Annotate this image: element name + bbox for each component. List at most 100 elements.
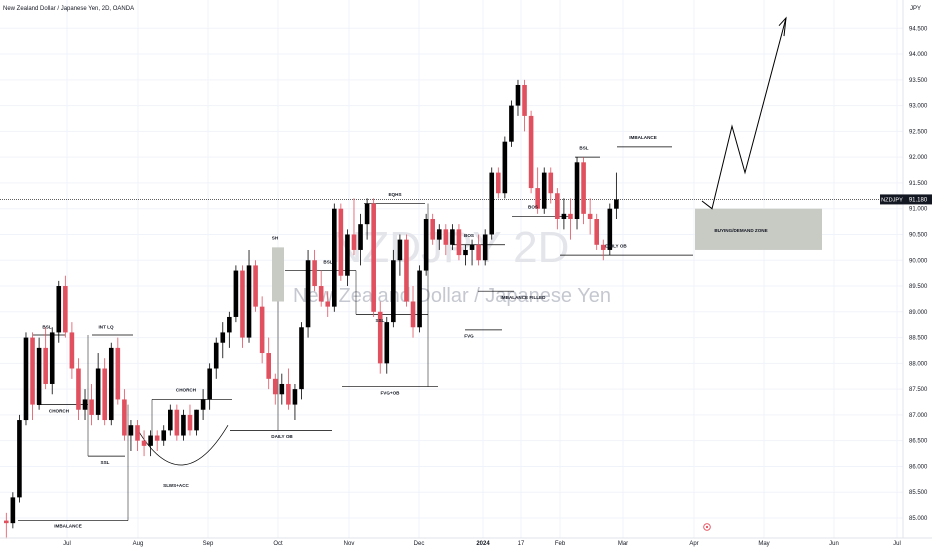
candle[interactable] <box>587 198 593 235</box>
candle[interactable] <box>181 409 186 441</box>
candle[interactable] <box>43 327 48 390</box>
candle[interactable] <box>489 167 495 240</box>
time-axis[interactable]: Jul Aug Sep Oct Nov Dec 2024 17 Feb Mar Apr May Jun J… <box>0 523 932 547</box>
candle[interactable] <box>384 316 390 374</box>
candle[interactable] <box>122 389 127 441</box>
candle[interactable] <box>135 420 140 451</box>
candle[interactable] <box>548 167 554 204</box>
candle[interactable] <box>436 224 442 250</box>
candle[interactable] <box>200 389 206 421</box>
candle[interactable] <box>76 358 81 421</box>
candle[interactable] <box>168 404 173 436</box>
candle[interactable] <box>108 342 114 426</box>
candle[interactable] <box>69 322 75 379</box>
candle[interactable] <box>522 79 527 132</box>
candle[interactable] <box>36 337 42 410</box>
candle[interactable] <box>141 430 147 457</box>
candle[interactable] <box>509 100 514 147</box>
candle[interactable] <box>174 404 180 441</box>
candle[interactable] <box>128 420 134 451</box>
candle[interactable] <box>161 425 167 446</box>
candle[interactable] <box>213 337 219 379</box>
candle[interactable] <box>391 249 396 328</box>
candle[interactable] <box>23 332 29 426</box>
candle[interactable] <box>568 198 573 240</box>
candle[interactable] <box>194 409 199 436</box>
candle[interactable] <box>456 224 462 261</box>
candle[interactable] <box>581 157 586 225</box>
candle[interactable] <box>482 229 488 266</box>
candles-layer[interactable] <box>4 79 619 539</box>
candle[interactable] <box>220 322 226 359</box>
candle[interactable] <box>233 265 239 323</box>
candle[interactable] <box>17 414 22 503</box>
price-axis[interactable]: 85.000 85.500 86.000 86.500 87.000 87.500 88.0… <box>902 0 928 538</box>
candle[interactable] <box>515 79 521 116</box>
candle[interactable] <box>30 332 35 421</box>
candle[interactable] <box>541 167 547 214</box>
candle[interactable] <box>63 275 68 338</box>
candle[interactable] <box>528 110 534 194</box>
candle[interactable] <box>364 198 370 240</box>
candle[interactable] <box>154 430 160 451</box>
candle[interactable] <box>325 291 331 317</box>
candle[interactable] <box>272 373 278 405</box>
candle[interactable] <box>371 198 376 317</box>
candle[interactable] <box>555 188 560 230</box>
candle[interactable] <box>10 492 16 529</box>
candle[interactable] <box>95 353 101 421</box>
candle[interactable] <box>358 213 363 266</box>
candle[interactable] <box>600 239 606 261</box>
candle[interactable] <box>410 286 416 338</box>
candle[interactable] <box>417 265 422 333</box>
candle[interactable] <box>49 327 55 395</box>
candle[interactable] <box>377 301 383 374</box>
candle[interactable] <box>102 358 107 426</box>
candle[interactable] <box>332 203 337 312</box>
candle[interactable] <box>286 368 291 410</box>
candle[interactable] <box>148 430 153 457</box>
candle[interactable] <box>207 363 212 410</box>
candle[interactable] <box>430 213 435 245</box>
candle[interactable] <box>351 198 357 256</box>
candle[interactable] <box>292 383 298 421</box>
candle[interactable] <box>397 234 403 276</box>
candle[interactable] <box>240 265 245 348</box>
candle[interactable] <box>338 203 344 281</box>
candle[interactable] <box>502 136 508 199</box>
candle[interactable] <box>82 389 88 421</box>
candle[interactable] <box>259 296 265 364</box>
candle[interactable] <box>535 167 540 214</box>
candle[interactable] <box>266 337 271 390</box>
candle[interactable] <box>318 270 324 307</box>
candle[interactable] <box>227 311 232 348</box>
annotation-label: BSL <box>42 324 51 329</box>
candle[interactable] <box>345 229 350 287</box>
candle[interactable] <box>561 198 567 230</box>
candle[interactable] <box>443 224 449 256</box>
candle[interactable] <box>450 224 455 250</box>
candle[interactable] <box>614 172 619 220</box>
candle[interactable] <box>404 234 409 307</box>
candle[interactable] <box>279 373 285 405</box>
candle[interactable] <box>463 244 468 266</box>
candle[interactable] <box>496 167 501 199</box>
candle[interactable] <box>476 234 481 266</box>
candle[interactable] <box>4 512 9 539</box>
candle[interactable] <box>253 260 258 312</box>
candle[interactable] <box>89 383 94 426</box>
candle[interactable] <box>115 337 121 405</box>
candle[interactable] <box>299 322 304 400</box>
candle[interactable] <box>423 213 429 276</box>
candle[interactable] <box>187 404 193 436</box>
candle[interactable] <box>305 249 311 338</box>
candle[interactable] <box>56 280 62 343</box>
candle[interactable] <box>469 239 475 266</box>
candle[interactable] <box>574 157 580 230</box>
candle[interactable] <box>246 249 252 343</box>
candle[interactable] <box>594 213 599 250</box>
candle[interactable] <box>312 249 317 292</box>
candle[interactable] <box>607 203 613 256</box>
